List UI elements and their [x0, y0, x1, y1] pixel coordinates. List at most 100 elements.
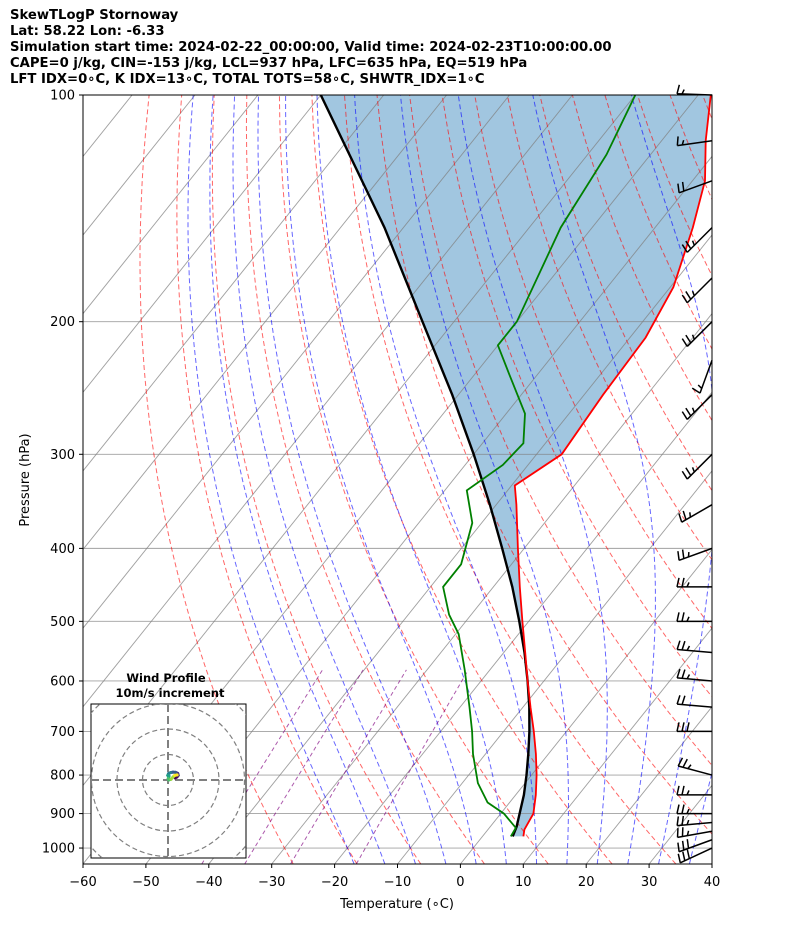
mixing-ratio-line [355, 669, 469, 864]
isotherm-line [208, 234, 712, 864]
wind-barb [676, 668, 713, 682]
dry-adiabat-line [474, 95, 712, 630]
wind-barb [676, 815, 713, 827]
x-tick-label: −40 [195, 875, 222, 890]
moist-adiabat-line [232, 95, 416, 864]
dry-adiabat-line [311, 95, 613, 864]
y-tick-label: 100 [50, 89, 75, 104]
stability-indices: LFT IDX=0∘C, K IDX=13∘C, TOTAL TOTS=58∘C… [10, 72, 485, 87]
station-coordinates: Lat: 58.22 Lon: -6.33 [10, 24, 165, 39]
moist-adiabat-line [720, 95, 794, 864]
y-tick-label: 200 [50, 315, 75, 330]
moist-adiabat-line [457, 95, 608, 864]
wind-barb [676, 785, 712, 796]
isotherm-line [83, 95, 196, 236]
wind-barb [676, 84, 713, 96]
dry-adiabat-line [376, 95, 712, 835]
isotherm-line [83, 95, 447, 551]
isotherm-line [522, 627, 712, 864]
isotherm-line [0, 95, 6, 864]
moist-adiabat-line [187, 95, 355, 864]
mixing-ratio-line [244, 669, 364, 864]
x-tick-label: −30 [258, 875, 285, 890]
wind-barb [681, 453, 713, 480]
dry-adiabat-line [409, 95, 712, 767]
isotherm-line [83, 95, 385, 472]
dewpoint-line [442, 95, 637, 837]
x-tick-label: −10 [384, 875, 411, 890]
wind-barb [676, 640, 713, 654]
wind-profile-inset: Wind Profile 10m/s increment [90, 671, 247, 859]
isotherm-line [711, 863, 712, 864]
convective-parameters: CAPE=0 j/kg, CIN=-153 j/kg, LCL=937 hPa,… [10, 56, 528, 71]
isotherm-line [145, 155, 712, 864]
y-tick-label: 300 [50, 448, 75, 463]
wind-barb [676, 827, 713, 839]
dry-adiabat-line [176, 95, 358, 864]
wind-barb [681, 277, 713, 304]
isotherm-line [460, 548, 712, 864]
y-tick-label: 700 [50, 725, 75, 740]
moist-adiabat-lines [187, 95, 794, 864]
wind-barb [676, 612, 712, 623]
dry-adiabat-line [211, 95, 422, 864]
mixing-ratio-line [290, 669, 407, 864]
y-tick-label: 500 [50, 615, 75, 630]
x-tick-label: 40 [704, 875, 721, 890]
x-tick-label: 0 [456, 875, 464, 890]
moist-adiabat-line [316, 95, 507, 864]
x-axis-ticks: −60 −50 −40 −30 −20 −10 0 10 20 30 40 [69, 864, 720, 890]
y-tick-label: 600 [50, 674, 75, 689]
dry-adiabat-line [344, 95, 677, 864]
inset-subtitle: 10m/s increment [116, 686, 225, 700]
y-tick-label: 400 [50, 542, 75, 557]
wind-barb [677, 839, 713, 853]
inset-title: Wind Profile [126, 671, 206, 685]
wind-barb [677, 847, 713, 864]
x-tick-label: −50 [132, 875, 159, 890]
moist-adiabat-line [209, 95, 386, 864]
y-axis-label: Pressure (hPa) [18, 433, 33, 526]
y-axis-ticks: 1000 900 800 700 600 500 400 300 200 100 [42, 89, 83, 857]
wind-barb [676, 695, 713, 708]
wind-barb [677, 547, 713, 562]
wind-barb [681, 394, 713, 420]
x-tick-label: 10 [515, 875, 532, 890]
x-tick-label: 20 [578, 875, 595, 890]
wind-barb [677, 180, 713, 194]
wind-barb [678, 504, 713, 523]
isotherm-line [0, 95, 69, 864]
chart-title: SkewTLogP Stornoway [10, 8, 179, 23]
dry-adiabat-line [278, 95, 549, 864]
dry-adiabat-line [245, 95, 485, 864]
cape-cin-area [320, 95, 711, 837]
moist-adiabat-line [400, 95, 569, 864]
wind-barb [681, 321, 713, 347]
hodograph-ring [91, 704, 246, 858]
isotherm-line [83, 95, 322, 393]
moist-adiabat-line [257, 95, 447, 864]
simulation-times: Simulation start time: 2024-02-22_00:00:… [10, 40, 612, 55]
x-axis-label: Temperature (∘C) [339, 897, 454, 912]
dry-adiabat-line [571, 95, 712, 422]
isotherm-line [83, 95, 259, 315]
isotherm-line [83, 95, 510, 629]
moist-adiabat-line [630, 95, 712, 864]
wind-barb [681, 227, 713, 253]
x-tick-label: 30 [641, 875, 658, 890]
dry-adiabat-line [768, 95, 794, 864]
y-tick-label: 800 [50, 769, 75, 784]
wind-barb [676, 804, 712, 815]
wind-barb [676, 577, 712, 588]
isotherm-line [271, 312, 712, 864]
dry-adiabat-line [539, 95, 712, 492]
dry-adiabat-line [702, 95, 712, 121]
cape-cin-fill [320, 95, 711, 837]
dry-adiabat-lines [139, 95, 794, 864]
y-tick-label: 900 [50, 807, 75, 822]
wind-barb [676, 136, 713, 147]
hodograph-segment [173, 773, 179, 777]
moist-adiabat-line [285, 95, 477, 864]
isotherm-line [83, 95, 573, 708]
